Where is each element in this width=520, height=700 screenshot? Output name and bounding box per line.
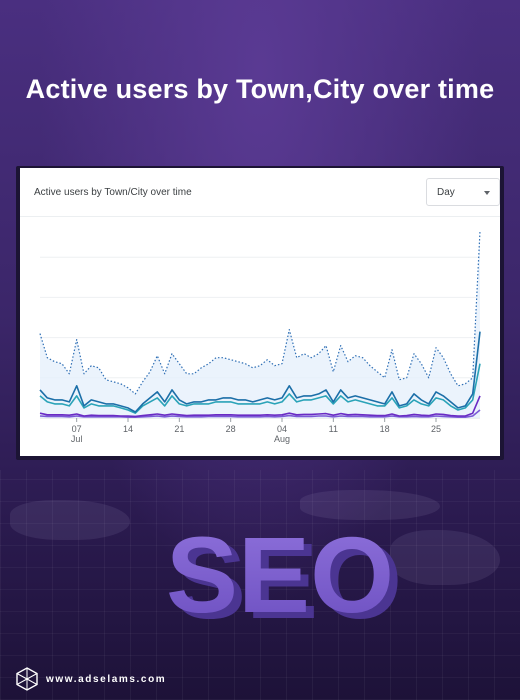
- x-tick-month-label: Jul: [71, 434, 83, 444]
- x-tick-label: 04: [277, 424, 287, 434]
- area-fill: [40, 231, 480, 418]
- panel-divider: [20, 216, 500, 217]
- seo-3d-graphic: SEO SEO: [166, 514, 402, 640]
- granularity-value: Day: [437, 187, 455, 198]
- world-map-shape: [300, 490, 440, 520]
- x-tick-label: 18: [380, 424, 390, 434]
- world-map-shape: [390, 530, 500, 585]
- chart-panel: Active users by Town/City over time Day …: [20, 168, 500, 456]
- headline: Active users by Town,City over time: [25, 74, 495, 104]
- series-line-1: [39, 331, 481, 413]
- footer: www.adselams.com: [16, 664, 166, 694]
- chevron-down-icon: [484, 191, 490, 195]
- grid-floor: [0, 470, 520, 700]
- series-line-2: [39, 363, 481, 414]
- footer-site-url[interactable]: www.adselams.com: [46, 673, 167, 685]
- seo-text-depth: SEO: [174, 520, 402, 640]
- series-line-4: [39, 409, 481, 418]
- x-tick-label: 21: [174, 424, 184, 434]
- x-tick-label: 25: [431, 424, 441, 434]
- panel-title: Active users by Town/City over time: [34, 187, 192, 198]
- x-tick-label: 11: [329, 424, 338, 434]
- seo-text: SEO: [166, 514, 394, 635]
- series-line-3: [39, 395, 481, 418]
- x-tick-label: 14: [123, 424, 133, 434]
- granularity-select[interactable]: Day: [426, 178, 500, 206]
- x-tick-label: 28: [226, 424, 236, 434]
- series-line-0: [39, 231, 481, 395]
- hexagon-network-icon: [16, 667, 38, 691]
- x-tick-label: 07: [72, 424, 82, 434]
- world-map-shape: [10, 500, 130, 540]
- x-tick-month-label: Aug: [274, 434, 290, 444]
